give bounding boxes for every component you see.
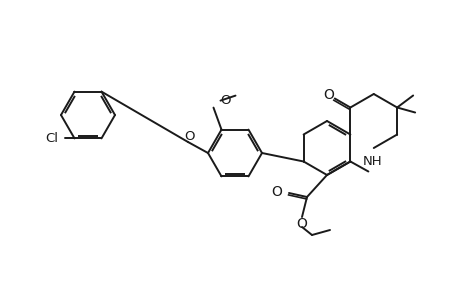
Text: O: O — [185, 130, 195, 142]
Text: O: O — [270, 185, 281, 199]
Text: O: O — [323, 88, 333, 102]
Text: O: O — [296, 217, 307, 231]
Text: Cl: Cl — [45, 132, 58, 145]
Text: NH: NH — [362, 155, 381, 168]
Text: O: O — [220, 94, 230, 107]
